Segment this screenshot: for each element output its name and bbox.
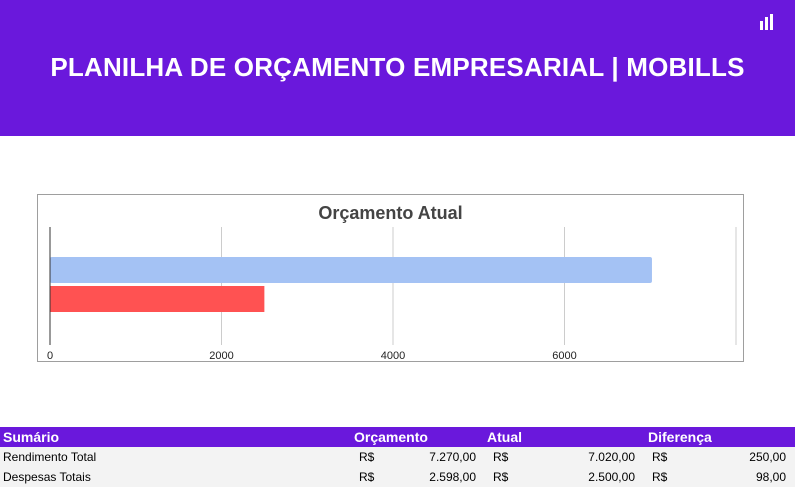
chart-bar bbox=[50, 286, 265, 312]
x-tick-label: 4000 bbox=[381, 350, 405, 362]
actual-currency: R$ bbox=[493, 470, 509, 484]
table-row[interactable]: Despesas Totais R$ 2.598,00 R$ 2.500,00 … bbox=[0, 467, 795, 487]
difference-value: 250,00 bbox=[749, 450, 786, 464]
header-budget: Orçamento bbox=[354, 429, 428, 445]
header-banner: PLANILHA DE ORÇAMENTO EMPRESARIAL | MOBI… bbox=[0, 0, 795, 136]
header-actual: Atual bbox=[487, 429, 522, 445]
budget-currency: R$ bbox=[359, 450, 375, 464]
budget-chart: Orçamento Atual 0 2000 4000 6000 bbox=[37, 194, 744, 362]
x-tick-label: 0 bbox=[47, 350, 53, 362]
chart-bar bbox=[50, 257, 652, 283]
difference-value: 98,00 bbox=[755, 470, 786, 484]
budget-currency: R$ bbox=[359, 470, 375, 484]
header-difference: Diferença bbox=[648, 429, 712, 445]
budget-value: 7.270,00 bbox=[429, 450, 476, 464]
x-tick-label: 2000 bbox=[209, 350, 233, 362]
chart-title: Orçamento Atual bbox=[318, 203, 463, 223]
header-summary: Sumário bbox=[3, 429, 60, 445]
actual-value: 7.020,00 bbox=[588, 450, 635, 464]
table-header-row: Sumário Orçamento Atual Diferença bbox=[0, 427, 795, 447]
actual-value: 2.500,00 bbox=[588, 470, 635, 484]
page-title: PLANILHA DE ORÇAMENTO EMPRESARIAL | MOBI… bbox=[50, 52, 745, 82]
row-label: Rendimento Total bbox=[3, 450, 97, 464]
table-row[interactable]: Rendimento Total R$ 7.270,00 R$ 7.020,00… bbox=[0, 447, 795, 467]
row-label: Despesas Totais bbox=[3, 470, 91, 484]
chart-canvas: 0 2000 4000 6000 bbox=[47, 227, 737, 362]
budget-value: 2.598,00 bbox=[429, 470, 476, 484]
summary-table: Sumário Orçamento Atual Diferença Rendim… bbox=[0, 427, 795, 487]
bar-chart-icon bbox=[760, 14, 776, 30]
actual-currency: R$ bbox=[493, 450, 509, 464]
difference-currency: R$ bbox=[652, 450, 668, 464]
difference-currency: R$ bbox=[652, 470, 668, 484]
x-tick-label: 6000 bbox=[552, 350, 576, 362]
